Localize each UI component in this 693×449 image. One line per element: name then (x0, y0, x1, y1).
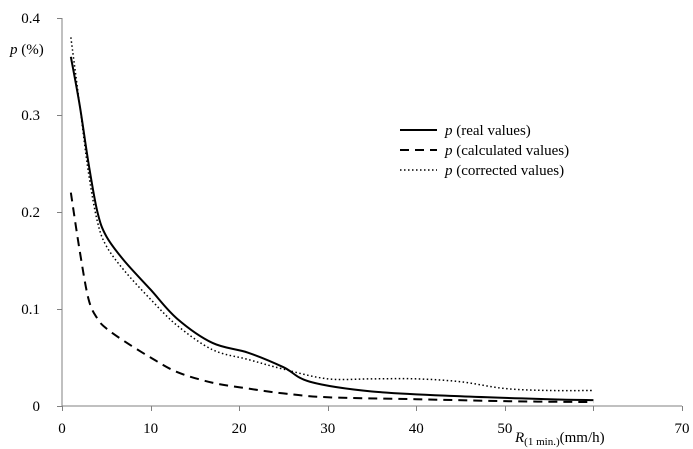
legend-label-var: p (444, 123, 453, 139)
x-axis-ticks: 0 10 20 30 40 50 70 (58, 406, 690, 437)
legend-label-dashed: p (calculated values) (444, 143, 569, 159)
series-line-solid (69, 56, 594, 402)
x-tick-label: 70 (675, 421, 690, 437)
legend-label-text: (calculated values) (453, 143, 570, 159)
y-tick-label: 0.3 (21, 108, 40, 124)
series-line-dotted (70, 37, 594, 392)
legend-label-var: p (444, 143, 453, 159)
y-tick-label: 0.2 (21, 205, 40, 221)
x-axis-title-var: R (514, 430, 524, 446)
y-tick-label: 0.4 (21, 11, 40, 27)
x-tick-label: 20 (232, 421, 247, 437)
y-axis-title-var: p (9, 42, 18, 58)
x-tick-label: 40 (409, 421, 424, 437)
legend-label-var: p (444, 163, 453, 179)
x-tick-label: 10 (143, 421, 158, 437)
x-axis-title: R(1 min.)(mm/h) (514, 430, 605, 448)
y-axis-title: p (%) (9, 42, 44, 58)
plot-area: 0 10 20 30 40 50 70 0 0.1 0.2 0.3 0.4 (21, 11, 689, 437)
x-axis-title-unit: (mm/h) (560, 430, 605, 446)
x-tick-label: 30 (320, 421, 335, 437)
x-tick-label: 50 (497, 421, 512, 437)
x-tick-label: 0 (58, 421, 66, 437)
x-axis-title-sub: (1 min.) (524, 436, 560, 448)
y-tick-label: 0.1 (21, 302, 40, 318)
y-tick-label: 0 (33, 399, 41, 415)
series-line-dashed (69, 192, 594, 404)
legend-label-solid: p (real values) (444, 123, 531, 139)
y-axis-ticks: 0 0.1 0.2 0.3 0.4 (21, 11, 62, 415)
legend-label-text: (real values) (453, 123, 531, 139)
legend: p (real values)p (calculated values)p (c… (400, 123, 569, 179)
legend-label-dotted: p (corrected values) (444, 163, 564, 179)
legend-label-text: (corrected values) (453, 163, 565, 179)
series-layer (69, 37, 594, 404)
y-axis-title-unit: (%) (18, 42, 44, 58)
